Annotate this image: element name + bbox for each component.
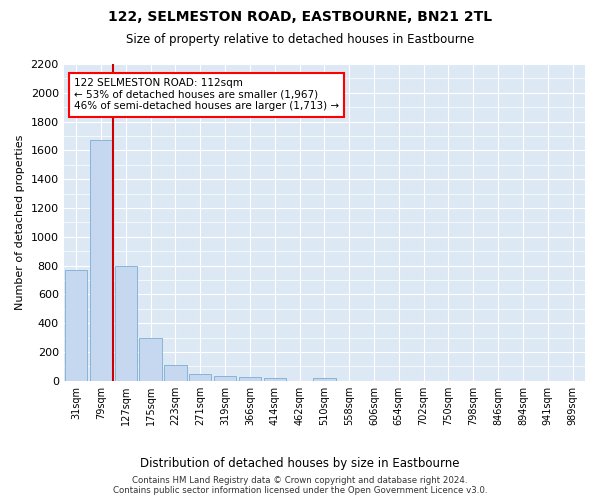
Bar [313,378,335,381]
Bar [90,140,112,381]
Y-axis label: Number of detached properties: Number of detached properties [15,134,25,310]
Text: 122 SELMESTON ROAD: 112sqm
← 53% of detached houses are smaller (1,967)
46% of s: 122 SELMESTON ROAD: 112sqm ← 53% of deta… [74,78,339,112]
Bar [65,270,87,381]
Text: Size of property relative to detached houses in Eastbourne: Size of property relative to detached ho… [126,32,474,46]
Bar [164,365,187,381]
Bar [214,376,236,381]
Bar [189,374,211,381]
Bar [139,338,162,381]
Text: Distribution of detached houses by size in Eastbourne: Distribution of detached houses by size … [140,458,460,470]
Text: Contains HM Land Registry data © Crown copyright and database right 2024.
Contai: Contains HM Land Registry data © Crown c… [113,476,487,495]
Bar [115,266,137,381]
Bar [239,377,261,381]
Text: 122, SELMESTON ROAD, EASTBOURNE, BN21 2TL: 122, SELMESTON ROAD, EASTBOURNE, BN21 2T… [108,10,492,24]
Bar [263,378,286,381]
